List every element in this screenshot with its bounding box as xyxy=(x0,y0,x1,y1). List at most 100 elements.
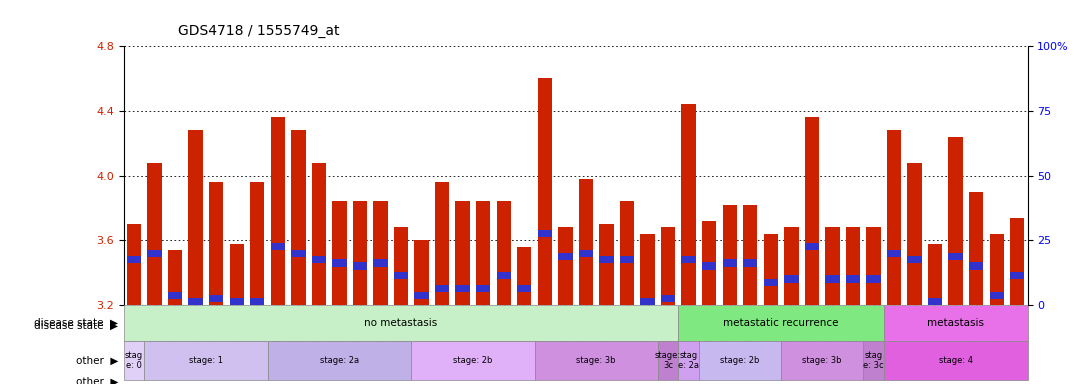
Text: stage:
3c: stage: 3c xyxy=(655,351,681,371)
Bar xyxy=(579,250,593,257)
Bar xyxy=(681,256,696,263)
Bar xyxy=(414,240,428,305)
Bar xyxy=(764,234,778,305)
Bar xyxy=(168,250,182,305)
Bar xyxy=(846,275,860,283)
Bar xyxy=(764,279,778,286)
Text: stage: 2b: stage: 2b xyxy=(453,356,493,365)
Bar xyxy=(312,162,326,305)
Bar xyxy=(518,247,532,305)
Bar xyxy=(948,253,963,260)
Bar xyxy=(147,250,161,257)
Bar xyxy=(657,341,678,380)
Bar xyxy=(124,305,678,341)
Bar xyxy=(538,78,552,305)
Text: metastasis: metastasis xyxy=(928,318,985,328)
Bar xyxy=(168,291,182,299)
Bar xyxy=(640,234,654,305)
Text: stag
e: 2a: stag e: 2a xyxy=(678,351,699,371)
Bar xyxy=(907,256,922,263)
Bar xyxy=(722,205,737,305)
Bar xyxy=(332,202,346,305)
Bar xyxy=(414,291,428,299)
Bar xyxy=(250,182,265,305)
Bar xyxy=(866,275,880,283)
Bar xyxy=(147,162,161,305)
Bar xyxy=(702,221,717,305)
Bar xyxy=(579,179,593,305)
Bar xyxy=(863,341,883,380)
Bar xyxy=(394,227,408,305)
Bar xyxy=(825,227,839,305)
Bar xyxy=(887,250,902,257)
Bar xyxy=(825,275,839,283)
Bar xyxy=(455,285,470,293)
Bar xyxy=(292,130,306,305)
Bar xyxy=(887,130,902,305)
Bar xyxy=(805,117,819,305)
Bar xyxy=(271,243,285,250)
Bar xyxy=(250,298,265,305)
Text: stage: 2a: stage: 2a xyxy=(320,356,359,365)
Bar xyxy=(1010,272,1024,280)
Bar xyxy=(846,227,860,305)
Bar xyxy=(535,341,657,380)
Bar xyxy=(744,259,758,266)
Bar xyxy=(209,295,224,302)
Text: no metastasis: no metastasis xyxy=(365,318,438,328)
Text: stage: 3b: stage: 3b xyxy=(577,356,615,365)
Bar xyxy=(455,202,470,305)
Bar xyxy=(124,341,144,380)
Bar xyxy=(661,295,676,302)
Text: disease state  ▶: disease state ▶ xyxy=(34,318,118,328)
Text: disease state  ▶: disease state ▶ xyxy=(34,321,118,331)
Text: other  ▶: other ▶ xyxy=(76,356,118,366)
Bar xyxy=(907,162,922,305)
Text: other  ▶: other ▶ xyxy=(76,377,118,384)
Text: stage: 4: stage: 4 xyxy=(938,356,973,365)
Bar xyxy=(435,285,450,293)
Bar xyxy=(990,291,1004,299)
Bar xyxy=(722,259,737,266)
Bar xyxy=(599,256,613,263)
Text: stage: 2b: stage: 2b xyxy=(720,356,760,365)
Bar xyxy=(353,263,367,270)
Bar xyxy=(558,227,572,305)
Bar xyxy=(866,227,880,305)
Bar xyxy=(496,202,511,305)
Bar xyxy=(496,272,511,280)
Bar xyxy=(928,243,943,305)
Text: stage: 3b: stage: 3b xyxy=(803,356,841,365)
Bar xyxy=(883,305,1028,341)
Bar xyxy=(640,298,654,305)
Bar xyxy=(599,224,613,305)
Bar xyxy=(784,227,798,305)
Bar xyxy=(411,341,535,380)
Bar xyxy=(928,298,943,305)
Bar xyxy=(476,202,491,305)
Bar xyxy=(229,298,244,305)
Bar xyxy=(188,298,202,305)
Bar xyxy=(229,243,244,305)
Bar xyxy=(969,263,983,270)
Bar xyxy=(538,230,552,237)
Bar xyxy=(558,253,572,260)
Bar xyxy=(435,182,450,305)
Bar xyxy=(188,130,202,305)
Text: GDS4718 / 1555749_at: GDS4718 / 1555749_at xyxy=(178,25,339,38)
Bar xyxy=(1010,218,1024,305)
Bar xyxy=(744,205,758,305)
Bar xyxy=(268,341,411,380)
Text: stage: 1: stage: 1 xyxy=(189,356,223,365)
Bar xyxy=(271,117,285,305)
Bar xyxy=(394,272,408,280)
Bar xyxy=(620,202,634,305)
Bar xyxy=(209,182,224,305)
Bar xyxy=(948,137,963,305)
Bar xyxy=(990,234,1004,305)
Bar xyxy=(476,285,491,293)
Bar xyxy=(353,202,367,305)
Text: stag
e: 3c: stag e: 3c xyxy=(863,351,883,371)
Bar xyxy=(781,341,863,380)
Bar xyxy=(332,259,346,266)
